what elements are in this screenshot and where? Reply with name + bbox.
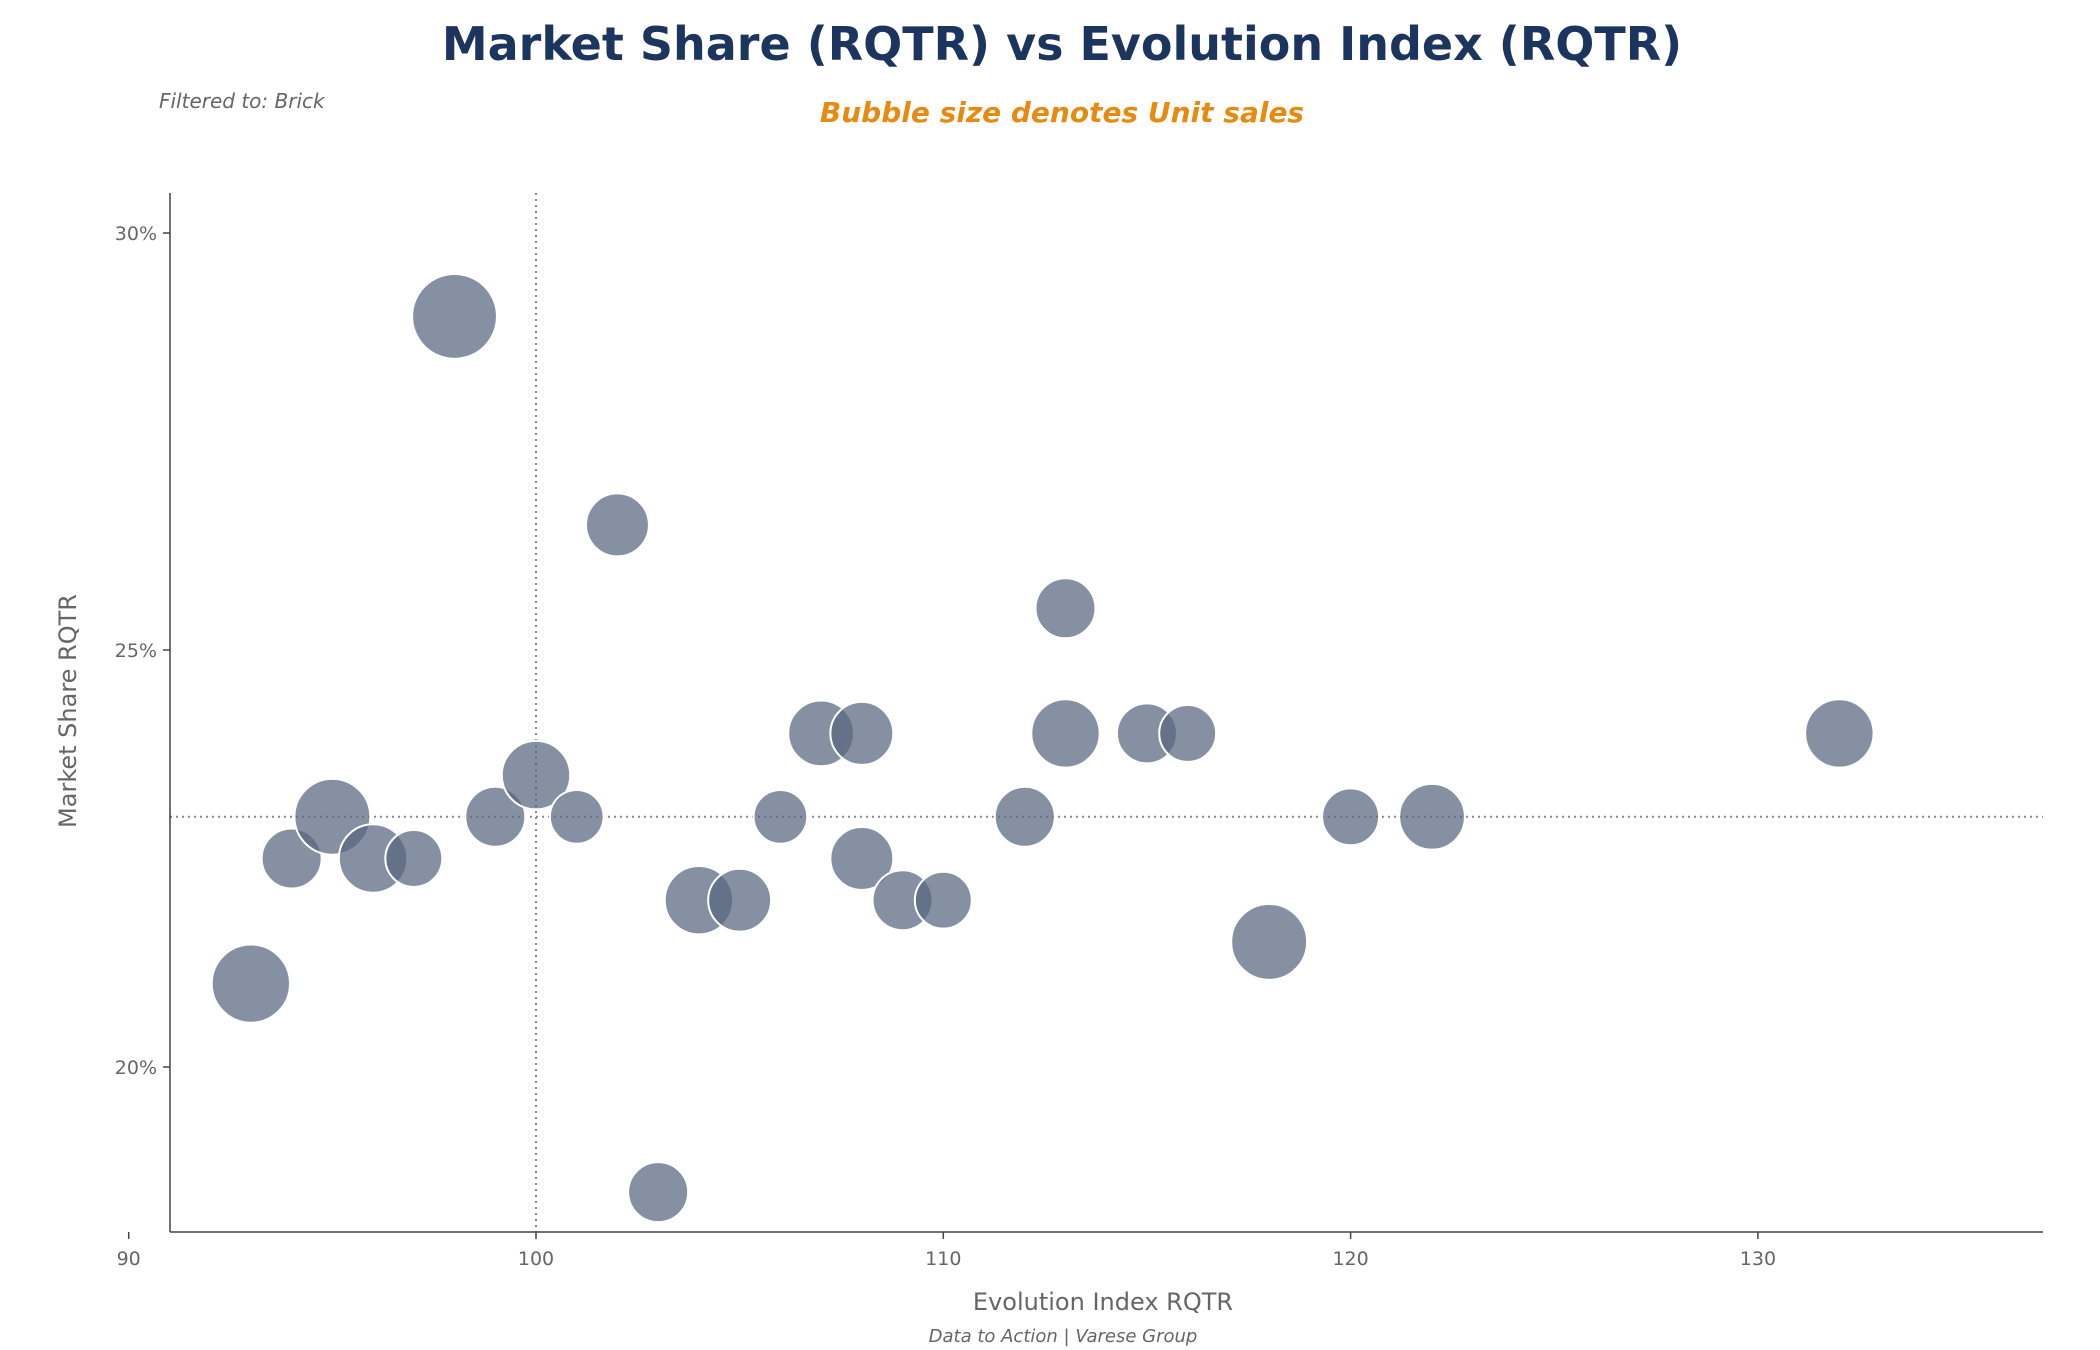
bubble-point-5 [384, 829, 444, 888]
x-tick-label: 120 [1332, 1248, 1368, 1270]
bubble-point-24 [1158, 703, 1218, 763]
bubble-point-27 [1398, 782, 1466, 851]
bubble-point-26 [1321, 787, 1381, 847]
bubble-point-7 [464, 785, 527, 848]
y-tick-label: 30% [115, 223, 157, 245]
bubble-point-17 [829, 826, 895, 891]
bubble-point-20 [993, 785, 1056, 848]
bubble-point-19 [913, 870, 973, 930]
bubble-point-25 [1230, 902, 1309, 981]
bubble-point-16 [829, 700, 895, 766]
x-tick-label: 110 [925, 1248, 961, 1270]
bubble-point-8 [500, 739, 572, 811]
bubble-point-14 [752, 788, 809, 845]
bubble-point-10 [584, 492, 650, 558]
chart-subtitle: Bubble size denotes Unit sales [820, 96, 1304, 129]
plot-area: 90 100 110 120 130 20% 25% 30% [115, 193, 2043, 1270]
bubble-point-6 [411, 272, 498, 360]
footer-credit: Data to Action | Varese Group [929, 1326, 1198, 1347]
x-tick-label: 130 [1740, 1248, 1776, 1270]
bubble-point-28 [1804, 698, 1875, 769]
x-axis-label: Evolution Index RQTR [973, 1288, 1233, 1316]
bubble-point-22 [1030, 698, 1101, 769]
y-tick-label: 25% [115, 640, 157, 662]
filter-label: Filtered to: Brick [159, 89, 326, 113]
bubble-point-13 [707, 867, 773, 933]
bubble-point-9 [548, 788, 605, 845]
x-tick-label: 90 [117, 1248, 141, 1270]
y-axis-label: Market Share RQTR [54, 594, 82, 828]
x-tick-label: 100 [518, 1248, 554, 1270]
chart-title: Market Share (RQTR) vs Evolution Index (… [442, 17, 1682, 71]
bubble-point-21 [1034, 577, 1097, 640]
bubble-point-1 [210, 943, 292, 1024]
bubble-point-11 [627, 1161, 690, 1224]
y-tick-label: 20% [115, 1057, 157, 1079]
